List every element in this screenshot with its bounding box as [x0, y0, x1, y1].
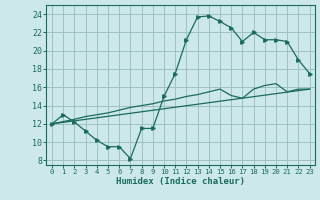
- X-axis label: Humidex (Indice chaleur): Humidex (Indice chaleur): [116, 177, 245, 186]
